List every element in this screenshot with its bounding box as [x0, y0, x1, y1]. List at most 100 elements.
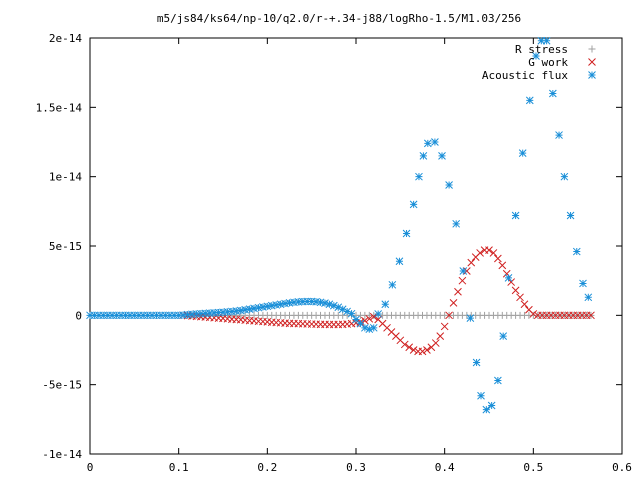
- data-point: [361, 323, 369, 332]
- legend-label: R stress: [515, 43, 568, 56]
- data-point: [312, 297, 320, 306]
- data-point: [511, 286, 520, 295]
- x-tick-label: 0.4: [435, 461, 455, 474]
- data-point: [548, 89, 557, 98]
- data-point: [572, 247, 581, 256]
- data-point: [103, 311, 112, 320]
- data-point: [205, 309, 214, 317]
- data-point: [245, 305, 254, 313]
- data-point: [365, 325, 374, 334]
- data-point: [298, 297, 307, 306]
- data-point: [584, 293, 593, 302]
- data-point: [192, 310, 201, 318]
- data-point: [438, 152, 446, 160]
- data-point: [504, 274, 513, 282]
- data-point: [241, 305, 250, 314]
- data-point: [143, 311, 152, 320]
- data-point: [210, 308, 218, 317]
- data-point: [325, 300, 334, 309]
- data-point: [196, 309, 205, 318]
- data-point: [86, 311, 94, 320]
- data-marks: [86, 36, 595, 414]
- data-point: [232, 307, 241, 315]
- data-point: [157, 311, 165, 320]
- data-point: [272, 301, 281, 309]
- data-point: [214, 308, 223, 317]
- x-tick-label: 0.2: [257, 461, 277, 474]
- data-point: [183, 310, 192, 319]
- data-point: [365, 314, 374, 323]
- data-point: [374, 310, 383, 318]
- data-point: [400, 340, 409, 349]
- data-point: [395, 257, 404, 266]
- data-point: [499, 332, 508, 340]
- data-point: [99, 311, 108, 320]
- data-point: [343, 307, 351, 316]
- data-point: [126, 311, 134, 320]
- data-point: [134, 311, 143, 320]
- data-point: [334, 303, 343, 312]
- data-point: [409, 346, 418, 354]
- data-point: [188, 310, 196, 319]
- data-point: [179, 311, 187, 319]
- data-point: [352, 315, 360, 324]
- data-point: [165, 311, 174, 320]
- data-point: [361, 316, 369, 325]
- data-point: [449, 298, 458, 307]
- data-point: [148, 311, 156, 320]
- data-point: [518, 149, 527, 157]
- plot-frame: [89, 37, 623, 455]
- data-point: [121, 311, 130, 320]
- data-point: [108, 311, 117, 320]
- data-point: [482, 405, 491, 414]
- data-point: [579, 279, 587, 288]
- data-point: [152, 311, 161, 320]
- data-point: [117, 311, 125, 320]
- data-point: [281, 299, 289, 308]
- data-point: [529, 310, 538, 318]
- data-point: [445, 181, 453, 189]
- data-point: [445, 311, 453, 320]
- data-point: [542, 36, 551, 45]
- data-point: [294, 298, 303, 306]
- data-point: [338, 305, 347, 314]
- data-point: [236, 306, 245, 315]
- data-point: [405, 343, 414, 352]
- y-tick-label: -5e-15: [42, 379, 82, 392]
- legend-label: Acoustic flux: [482, 69, 568, 82]
- data-point: [419, 152, 428, 160]
- data-point: [477, 391, 485, 400]
- series-g-work: [179, 246, 595, 356]
- x-tick-label: 0.1: [169, 461, 189, 474]
- data-point: [566, 211, 575, 220]
- y-tick-label: 5e-15: [49, 240, 82, 253]
- data-point: [489, 249, 498, 257]
- y-tick-label: 1e-14: [49, 171, 82, 184]
- series-acoustic-flux: [86, 36, 593, 414]
- data-point: [347, 309, 356, 318]
- data-point: [276, 300, 285, 309]
- data-point: [250, 304, 258, 313]
- data-point: [423, 139, 432, 148]
- data-point: [263, 302, 272, 311]
- data-point: [459, 267, 468, 275]
- data-point: [201, 309, 210, 318]
- data-point: [409, 200, 418, 209]
- data-point: [254, 303, 263, 312]
- data-point: [307, 297, 316, 306]
- data-point: [170, 311, 179, 320]
- data-point: [174, 311, 183, 320]
- data-point: [356, 319, 365, 328]
- data-point: [476, 249, 484, 257]
- data-point: [532, 52, 540, 60]
- y-tick-label: 2e-14: [49, 32, 82, 45]
- data-point: [494, 254, 502, 263]
- data-point: [223, 308, 232, 316]
- x-tick-label: 0.3: [346, 461, 366, 474]
- chart-title: m5/js84/ks64/np-10/q2.0/r-+.34-j88/logRh…: [157, 12, 521, 25]
- data-point: [466, 314, 475, 322]
- data-point: [537, 36, 546, 45]
- legend-label: G work: [528, 56, 568, 69]
- data-point: [285, 298, 294, 307]
